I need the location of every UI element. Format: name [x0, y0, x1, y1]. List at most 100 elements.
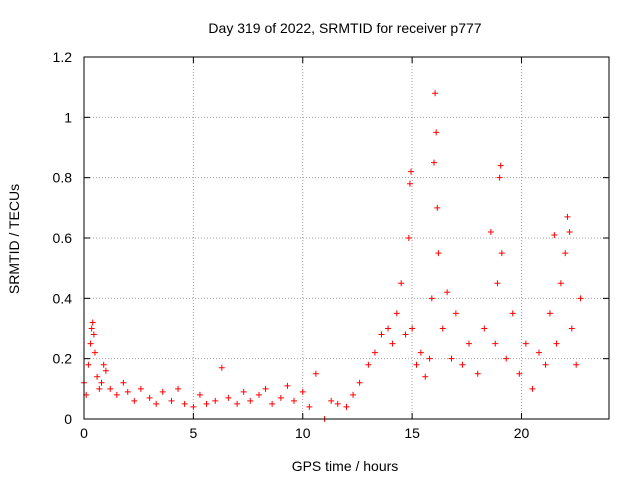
data-point [378, 331, 385, 338]
data-point [466, 340, 472, 347]
data-point [196, 391, 203, 398]
data-point [218, 364, 225, 371]
x-tick-label: 10 [295, 425, 311, 441]
data-point [562, 250, 569, 257]
data-point [564, 213, 571, 220]
y-tick-label: 1 [64, 109, 72, 125]
data-point [284, 382, 291, 389]
data-point [240, 388, 247, 395]
data-point [426, 355, 433, 362]
data-point [96, 385, 103, 392]
data-point [175, 385, 182, 392]
data-point [312, 370, 319, 377]
data-point [137, 385, 144, 392]
data-point [487, 228, 494, 235]
data-point [262, 385, 269, 392]
data-point [203, 400, 210, 407]
data-point [557, 280, 564, 287]
data-point [159, 388, 166, 395]
data-point [190, 403, 197, 410]
data-point [542, 361, 549, 368]
data-point [398, 280, 405, 287]
data-point [131, 397, 138, 404]
data-point [494, 280, 501, 287]
data-point [577, 295, 584, 302]
data-point [168, 397, 175, 404]
data-point [299, 388, 306, 395]
data-point [433, 129, 440, 136]
data-point [497, 162, 504, 169]
data-point [481, 325, 488, 332]
axis-ticks: 0 5 10 15 20 0 0.2 0.4 0.6 0.8 1 1.2 [53, 49, 609, 441]
data-point [85, 361, 92, 368]
data-point [87, 340, 94, 347]
data-point [365, 361, 372, 368]
chart-title: Day 319 of 2022, SRMTID for receiver p77… [208, 20, 481, 36]
data-point [113, 391, 120, 398]
y-tick-label: 0 [64, 411, 72, 427]
x-tick-label: 0 [80, 425, 88, 441]
data-point [522, 340, 529, 347]
data-point [402, 331, 409, 338]
data-point [498, 250, 505, 257]
data-point [409, 325, 416, 332]
data-point [573, 361, 580, 368]
data-point [393, 310, 400, 317]
data-point [334, 400, 341, 407]
data-point [88, 325, 95, 332]
data-point [350, 391, 357, 398]
data-point [496, 174, 503, 181]
y-tick-label: 0.6 [53, 230, 73, 246]
data-point [503, 355, 510, 362]
data-point [102, 367, 109, 374]
data-point [234, 400, 241, 407]
data-point [120, 379, 127, 386]
data-point [422, 373, 429, 380]
x-tick-label: 15 [404, 425, 420, 441]
data-point [277, 394, 284, 401]
data-point [459, 361, 466, 368]
data-point [107, 385, 114, 392]
data-point [356, 379, 363, 386]
data-point [256, 391, 262, 398]
data-point [434, 204, 441, 211]
data-point [153, 400, 160, 407]
data-point [529, 385, 536, 392]
data-point [225, 394, 232, 401]
data-point [247, 397, 254, 404]
data-point [90, 331, 97, 338]
y-tick-label: 0.2 [53, 351, 73, 367]
data-point [406, 180, 413, 187]
data-point [181, 400, 188, 407]
data-point [439, 325, 446, 332]
data-point [269, 400, 276, 407]
y-tick-label: 1.2 [53, 49, 73, 65]
data-point [444, 289, 451, 296]
data-point [546, 310, 553, 317]
data-point [371, 349, 378, 356]
data-point [408, 168, 415, 175]
data-point [566, 228, 573, 235]
data-point [516, 370, 523, 377]
data-point [568, 325, 575, 332]
x-axis-title: GPS time / hours [292, 458, 399, 474]
data-point [428, 295, 435, 302]
y-tick-label: 0.4 [53, 290, 73, 306]
data-point [536, 349, 542, 356]
data-point [452, 310, 459, 317]
data-point [306, 403, 313, 410]
data-point [94, 373, 101, 380]
x-tick-label: 5 [189, 425, 197, 441]
data-point [448, 355, 455, 362]
data-point [405, 235, 412, 241]
data-points [81, 90, 584, 422]
data-point [413, 361, 420, 368]
data-point [385, 325, 392, 332]
y-tick-label: 0.8 [53, 170, 73, 186]
data-point [291, 397, 297, 404]
data-point [435, 250, 442, 257]
data-point [474, 370, 481, 377]
grid-lines [84, 57, 609, 419]
data-point [212, 397, 219, 404]
